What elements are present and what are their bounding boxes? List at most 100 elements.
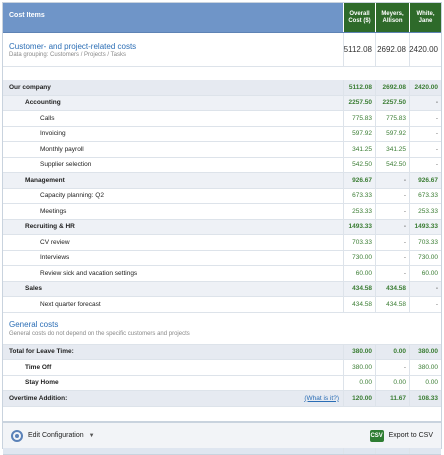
cell-meyers: - <box>375 235 409 250</box>
cell-meyers: 434.58 <box>375 297 409 312</box>
cell-meyers: - <box>375 266 409 281</box>
cell-overall: 434.58 <box>343 281 375 296</box>
row-label-text: Meetings <box>40 207 67 215</box>
row-label-text: Time Off <box>25 363 52 371</box>
header-meyers-allison[interactable]: Meyers, Allison <box>375 3 409 32</box>
cell-white: 2420.00 <box>409 80 441 95</box>
row-label: Meetings <box>3 204 343 219</box>
row-label: Monthly payroll <box>3 142 343 157</box>
row-label: Sales <box>3 282 343 297</box>
row-label: Review sick and vacation settings <box>3 266 343 281</box>
header-overall-cost[interactable]: Overall Cost ($) <box>343 3 375 32</box>
row-label-text: Sales <box>25 285 42 293</box>
section-customer-costs: Customer- and project-related costs Data… <box>3 33 441 67</box>
cell-meyers: 11.67 <box>375 391 409 406</box>
table-row: Calls 775.83 775.83- <box>3 111 441 127</box>
table-row: Sales 434.58 434.58- <box>3 281 441 297</box>
row-label: CV review <box>3 235 343 250</box>
cell-meyers: 0.00 <box>375 344 409 359</box>
cell-meyers: 2692.08 <box>375 80 409 95</box>
spacer <box>3 67 441 80</box>
row-label: Accounting <box>3 96 343 111</box>
cell-overall: 5112.08 <box>343 80 375 95</box>
cell-meyers: 0.00 <box>375 375 409 390</box>
what-is-it-link[interactable]: (What is it?) <box>304 394 339 402</box>
row-label: Time Off <box>3 360 343 375</box>
cell-overall: 1493.33 <box>343 219 375 234</box>
row-label-text: Next quarter forecast <box>40 300 101 308</box>
cell-white: 730.00 <box>409 250 441 265</box>
cell-overall: 380.00 <box>343 360 375 375</box>
row-label-text: Interviews <box>40 254 70 262</box>
cell-meyers: - <box>375 204 409 219</box>
cell-meyers: - <box>375 219 409 234</box>
cell-meyers: 341.25 <box>375 142 409 157</box>
section-total-overall: 5112.08 <box>343 33 375 66</box>
export-csv-label: Export to CSV <box>388 432 433 439</box>
table-row: Review sick and vacation settings 60.00-6… <box>3 266 441 282</box>
cell-overall: 434.58 <box>343 297 375 312</box>
cell-overall: 542.50 <box>343 157 375 172</box>
row-label: Calls <box>3 111 343 126</box>
cell-overall: 253.33 <box>343 204 375 219</box>
row-label-text: Invoicing <box>40 130 66 138</box>
row-label: Next quarter forecast <box>3 297 343 312</box>
row-label: Invoicing <box>3 127 343 142</box>
cell-meyers: - <box>375 360 409 375</box>
row-label-text: Supplier selection <box>40 161 92 169</box>
cell-white: - <box>409 142 441 157</box>
cell-white: 0.00 <box>409 375 441 390</box>
cell-overall: 341.25 <box>343 142 375 157</box>
edit-configuration-button[interactable]: Edit Configuration ▼ <box>7 427 99 445</box>
row-label-text: Our company <box>9 83 51 91</box>
cell-overall: 926.67 <box>343 173 375 188</box>
row-label-text: CV review <box>40 238 70 246</box>
row-label-text: Capacity planning: Q2 <box>40 192 104 200</box>
table-row: Monthly payroll 341.25 341.25- <box>3 142 441 158</box>
cell-meyers: - <box>375 173 409 188</box>
table-row: Management 926.67-926.67 <box>3 173 441 189</box>
cell-white: - <box>409 95 441 110</box>
export-csv-button[interactable]: CSV Export to CSV <box>366 427 437 445</box>
cell-overall: 120.00 <box>343 391 375 406</box>
cell-overall: 380.00 <box>343 344 375 359</box>
row-label-text: Recruiting & HR <box>25 223 75 231</box>
general-costs-section: General costs General costs do not depen… <box>3 313 441 345</box>
section-total-meyers: 2692.08 <box>375 33 409 66</box>
row-label-text: Stay Home <box>25 379 59 387</box>
general-costs-subtitle: General costs do not depend on the speci… <box>9 330 190 337</box>
header-white-jane[interactable]: White, Jane <box>409 3 441 32</box>
cell-overall: 597.92 <box>343 126 375 141</box>
row-label: Management <box>3 173 343 188</box>
section-subtitle: Data grouping: Customers / Projects / Ta… <box>9 51 126 58</box>
cell-white: - <box>409 157 441 172</box>
row-label: Capacity planning: Q2 <box>3 189 343 204</box>
cell-white: 926.67 <box>409 173 441 188</box>
row-label: Stay Home <box>3 376 343 391</box>
table-row: CV review 703.33-703.33 <box>3 235 441 251</box>
cell-white: 380.00 <box>409 344 441 359</box>
csv-icon: CSV <box>369 429 384 442</box>
row-label-text: Accounting <box>25 99 61 107</box>
table-header: Cost Items Overall Cost ($) Meyers, Alli… <box>3 3 441 33</box>
cell-overall: 0.00 <box>343 375 375 390</box>
table-row: Invoicing 597.92 597.92- <box>3 126 441 142</box>
section-total-white: 2420.00 <box>409 33 441 66</box>
cost-table: Cost Items Overall Cost ($) Meyers, Alli… <box>3 3 441 455</box>
cell-overall: 730.00 <box>343 250 375 265</box>
cell-white: - <box>409 297 441 312</box>
gear-icon <box>11 429 23 442</box>
cell-white: 380.00 <box>409 360 441 375</box>
cell-white: - <box>409 111 441 126</box>
table-row: Supplier selection 542.50 542.50- <box>3 157 441 173</box>
table-row: Next quarter forecast 434.58 434.58- <box>3 297 441 313</box>
table-row: Time Off 380.00-380.00 <box>3 360 441 376</box>
cell-meyers: 597.92 <box>375 126 409 141</box>
cell-white: - <box>409 126 441 141</box>
general-costs-title: General costs <box>9 319 59 329</box>
row-label: Recruiting & HR <box>3 220 343 235</box>
table-row: Overtime Addition: (What is it?) 120.00 11.… <box>3 391 441 407</box>
cell-white: 108.33 <box>409 391 441 406</box>
cell-overall: 673.33 <box>343 188 375 203</box>
cell-white: 253.33 <box>409 204 441 219</box>
